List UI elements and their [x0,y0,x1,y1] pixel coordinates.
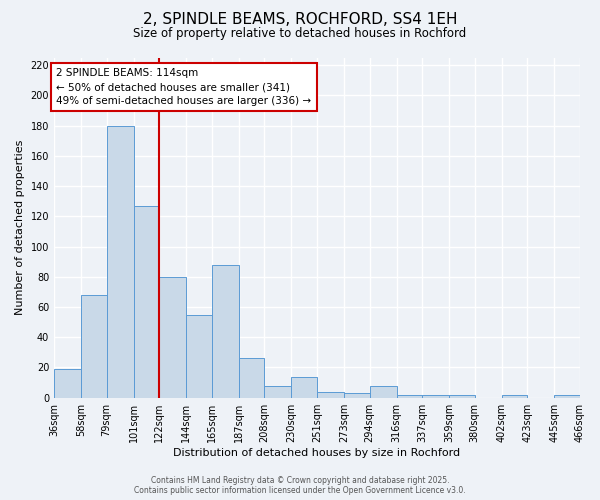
X-axis label: Distribution of detached houses by size in Rochford: Distribution of detached houses by size … [173,448,461,458]
Bar [159,276,186,398]
Bar [292,376,317,398]
Bar [397,394,422,398]
Bar [239,358,265,398]
Bar [422,394,449,398]
Bar [449,394,475,398]
Bar [370,386,397,398]
Bar [107,126,134,398]
Bar [502,394,527,398]
Bar [317,392,344,398]
Text: 2, SPINDLE BEAMS, ROCHFORD, SS4 1EH: 2, SPINDLE BEAMS, ROCHFORD, SS4 1EH [143,12,457,28]
Bar [344,393,370,398]
Bar [54,369,81,398]
Bar [186,314,212,398]
Bar [212,264,239,398]
Text: Size of property relative to detached houses in Rochford: Size of property relative to detached ho… [133,28,467,40]
Bar [134,206,159,398]
Bar [81,295,107,398]
Bar [554,394,580,398]
Bar [265,386,292,398]
Text: Contains HM Land Registry data © Crown copyright and database right 2025.
Contai: Contains HM Land Registry data © Crown c… [134,476,466,495]
Y-axis label: Number of detached properties: Number of detached properties [15,140,25,316]
Text: 2 SPINDLE BEAMS: 114sqm
← 50% of detached houses are smaller (341)
49% of semi-d: 2 SPINDLE BEAMS: 114sqm ← 50% of detache… [56,68,311,106]
